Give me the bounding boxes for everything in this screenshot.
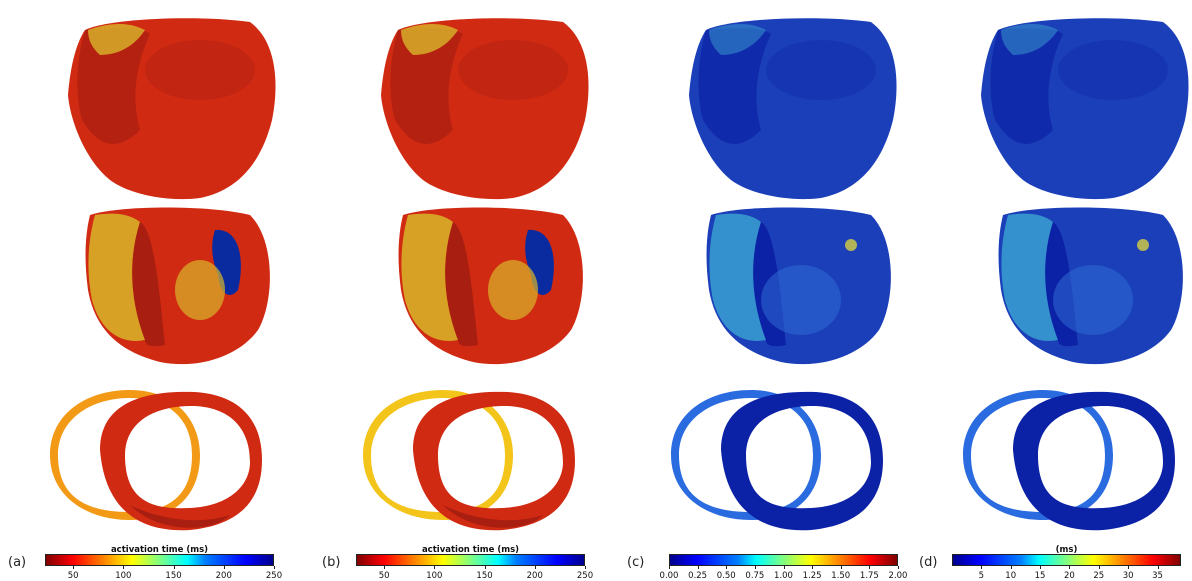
colorbar-tick-label: 35 [1152, 571, 1163, 581]
colorbar [45, 554, 274, 566]
colorbar-tick-label: 1.25 [802, 571, 822, 581]
colorbar-tick-label: 5 [978, 571, 985, 581]
heart-view-anterior [381, 18, 589, 200]
colorbar-tick-label: 10 [1005, 571, 1017, 581]
heart-view-anterior [981, 18, 1189, 200]
panel-label: (c) [627, 555, 645, 570]
colorbar-tick-label: 250 [265, 571, 283, 581]
colorbar-title: activation time (ms) [110, 545, 209, 555]
colorbar-tick-label: 0.00 [659, 571, 679, 581]
colorbar-tick-mark [1040, 566, 1042, 569]
colorbar [356, 554, 585, 566]
colorbar-tick-mark [697, 566, 699, 569]
colorbar-tick-mark [840, 566, 842, 569]
colorbar-tick-mark [73, 566, 75, 569]
colorbar-tick-label: 150 [476, 571, 493, 581]
colorbar-tick-mark [869, 566, 871, 569]
colorbar-tick-label: 100 [115, 571, 132, 581]
colorbar-tick-mark [669, 566, 670, 569]
colorbar-tick-label: 200 [526, 571, 543, 581]
heart-render [963, 18, 1189, 531]
colorbar-tick-label: 15 [1034, 571, 1046, 581]
colorbar-tick-label: 0.25 [688, 571, 708, 581]
heart-render [50, 18, 276, 531]
figure-panel-2: (b) [313, 0, 611, 580]
colorbar-tick-mark [274, 566, 275, 569]
colorbar-tick-label: 0.75 [745, 571, 765, 581]
heart-view-posterior [998, 207, 1183, 365]
heart-short-axis-slice [363, 390, 575, 531]
colorbar-tick-mark [223, 566, 225, 569]
figure-panel-4: (d) [913, 0, 1192, 580]
colorbar-tick-label: 50 [67, 571, 79, 581]
heart-view-posterior [398, 207, 583, 365]
colorbar-tick-mark [726, 566, 728, 569]
panel-label: (b) [322, 555, 341, 570]
colorbar-tick-mark [812, 566, 814, 569]
figure-panel-3: (c) [621, 0, 919, 580]
heart-short-axis-slice [671, 390, 883, 531]
colorbar-tick-label: 30 [1122, 571, 1134, 581]
colorbar-tick-label: 50 [378, 571, 390, 581]
colorbar-tick-label: 100 [426, 571, 443, 581]
colorbar-tick-label: 25 [1093, 571, 1105, 581]
colorbar-tick-mark [1128, 566, 1130, 569]
colorbar-tick-mark [1157, 566, 1159, 569]
colorbar-title: (ms) [1055, 545, 1078, 555]
panel-label: (a) [8, 555, 27, 570]
heart-short-axis-slice [50, 390, 262, 531]
heart-view-anterior [68, 18, 276, 200]
colorbar [669, 554, 898, 566]
colorbar-tick-label: 150 [165, 571, 182, 581]
colorbar-tick-label: 1.50 [831, 571, 851, 581]
colorbar-tick-label: 200 [215, 571, 232, 581]
colorbar-tick-mark [434, 566, 436, 569]
heart-view-posterior [85, 207, 270, 365]
colorbar-tick-mark [123, 566, 125, 569]
colorbar-tick-label: 1.00 [774, 571, 793, 581]
colorbar-tick-mark [484, 566, 486, 569]
heart-view-anterior [689, 18, 897, 200]
colorbar-tick-mark [384, 566, 386, 569]
heart-view-posterior [706, 207, 891, 365]
colorbar-tick-mark [534, 566, 536, 569]
figure-panel-1: (a) [0, 0, 298, 580]
colorbar-title: activation time (ms) [421, 545, 520, 555]
heart-render [671, 18, 897, 531]
colorbar-tick-mark [585, 566, 586, 569]
panel-label: (d) [919, 555, 938, 570]
colorbar-tick-mark [1010, 566, 1012, 569]
colorbar-tick-mark [1098, 566, 1100, 569]
colorbar-tick-mark [898, 566, 899, 569]
colorbar [952, 554, 1181, 566]
colorbar-tick-label: 1.75 [859, 571, 879, 581]
heart-short-axis-slice [963, 390, 1175, 531]
colorbar-tick-mark [754, 566, 756, 569]
colorbar-tick-label: 20 [1064, 571, 1075, 581]
colorbar-tick-label: 250 [576, 571, 594, 581]
colorbar-tick-mark [981, 566, 983, 569]
colorbar-tick-mark [783, 566, 785, 569]
colorbar-tick-mark [173, 566, 175, 569]
heart-render [363, 18, 589, 531]
colorbar-tick-label: 0.50 [716, 571, 736, 581]
colorbar-tick-mark [1069, 566, 1071, 569]
colorbar-tick-label: 2.00 [888, 571, 908, 581]
